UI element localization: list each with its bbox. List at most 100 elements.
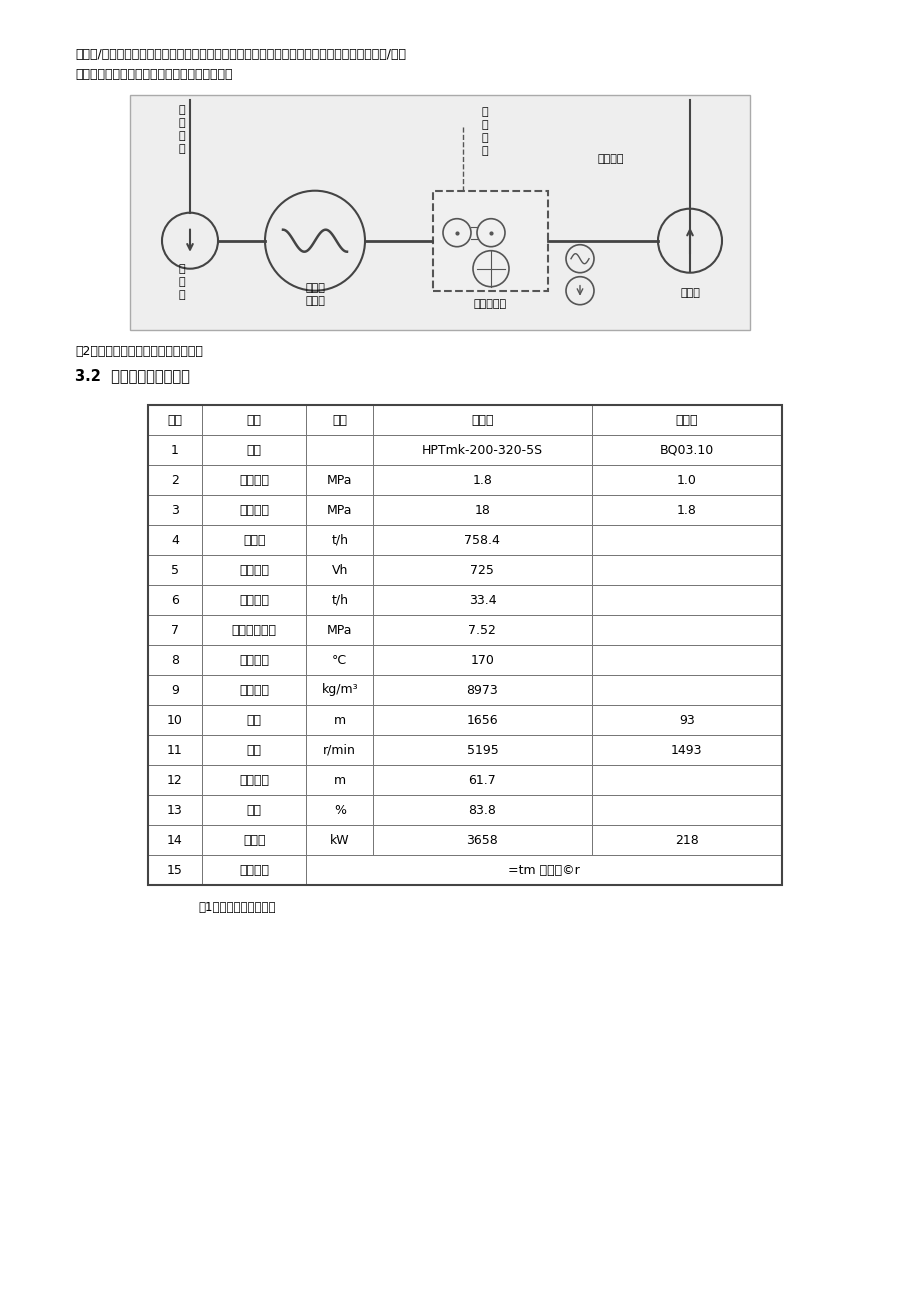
Text: 725: 725 [470,563,494,576]
Text: 器: 器 [178,144,185,154]
Bar [148,615,201,645]
Bar [306,765,373,795]
Text: MPa: MPa [326,474,352,487]
Bar [306,494,373,526]
Bar [148,435,781,464]
Bar [201,556,306,585]
Bar [373,675,591,705]
Bar [148,855,781,885]
Text: 增: 增 [482,107,488,117]
Text: 单位: 单位 [332,414,346,427]
Bar [148,825,781,855]
Text: 自: 自 [178,105,185,114]
Bar [201,705,306,735]
Text: 7.52: 7.52 [468,623,496,636]
Bar [201,855,306,885]
Bar [148,435,201,464]
Text: t/h: t/h [331,533,348,546]
Text: 10: 10 [167,713,183,726]
Bar [148,526,201,556]
Text: 除: 除 [178,118,185,127]
Bar [148,675,781,705]
Bar [201,735,306,765]
Bar [591,795,781,825]
Bar [591,526,781,556]
Bar [130,95,749,330]
Text: 1.8: 1.8 [472,474,492,487]
Bar [148,705,201,735]
Text: %: % [334,804,346,817]
Text: 轴功率: 轴功率 [243,834,266,847]
Bar [306,675,373,705]
Bar [373,645,591,675]
Text: 13: 13 [167,804,183,817]
Bar [591,765,781,795]
Bar [373,795,591,825]
Bar [148,705,781,735]
Bar [148,556,201,585]
Text: 5: 5 [171,563,179,576]
Bar [148,855,201,885]
Bar [148,494,781,526]
Bar [373,556,591,585]
Bar [591,705,781,735]
Bar [373,705,591,735]
Text: 6: 6 [171,593,178,606]
Bar [148,795,781,825]
Bar [591,825,781,855]
Bar [591,494,781,526]
Bar [201,765,306,795]
Bar [373,526,591,556]
Bar [201,526,306,556]
Text: kW: kW [330,834,349,847]
Text: 给水密度: 给水密度 [239,683,269,696]
Bar [306,705,373,735]
Text: t/h: t/h [331,593,348,606]
Bar [148,615,781,645]
Text: 内: 内 [482,133,488,143]
Text: 1: 1 [171,444,178,457]
Text: 电动机: 电动机 [305,297,324,306]
Bar [591,645,781,675]
Text: 170: 170 [470,653,494,666]
Bar [148,585,201,615]
Bar [306,615,373,645]
Bar [373,405,591,435]
Text: m: m [334,713,346,726]
Bar [148,735,201,765]
Text: 3.2  给水泵设备技术参数: 3.2 给水泵设备技术参数 [75,368,189,382]
Bar [201,795,306,825]
Bar [201,585,306,615]
Bar [306,464,373,494]
Text: m: m [334,774,346,787]
Text: 12: 12 [167,774,183,787]
Bar [201,675,306,705]
Bar [373,585,591,615]
Bar [201,825,306,855]
Text: 泵: 泵 [178,290,185,301]
Bar [433,191,548,290]
Text: 18: 18 [474,503,490,516]
Text: 33.4: 33.4 [468,593,495,606]
Text: 作油泵/润滑油泵，由耦合器输入轴同轴驱动，给水泵通过液力耦合器滑差调速，而工作油油泵/润滑: 作油泵/润滑油泵，由耦合器输入轴同轴驱动，给水泵通过液力耦合器滑差调速，而工作油… [75,48,405,61]
Text: 轮: 轮 [482,146,488,156]
Bar [373,735,591,765]
Text: 7: 7 [171,623,179,636]
Text: 表1给水泵和前置泵叁数: 表1给水泵和前置泵叁数 [198,902,275,915]
Bar [306,585,373,615]
Text: MPa: MPa [326,623,352,636]
Bar [148,675,201,705]
Bar [148,464,781,494]
Bar [201,645,306,675]
Bar [148,645,781,675]
Bar [591,615,781,645]
Text: 型号: 型号 [246,444,261,457]
Text: 入口压力: 入口压力 [239,474,269,487]
Text: 3658: 3658 [466,834,498,847]
Text: 前置泵: 前置泵 [675,414,698,427]
Bar [306,735,373,765]
Bar [591,585,781,615]
Bar [306,855,781,885]
Bar [306,556,373,585]
Text: 8: 8 [171,653,179,666]
